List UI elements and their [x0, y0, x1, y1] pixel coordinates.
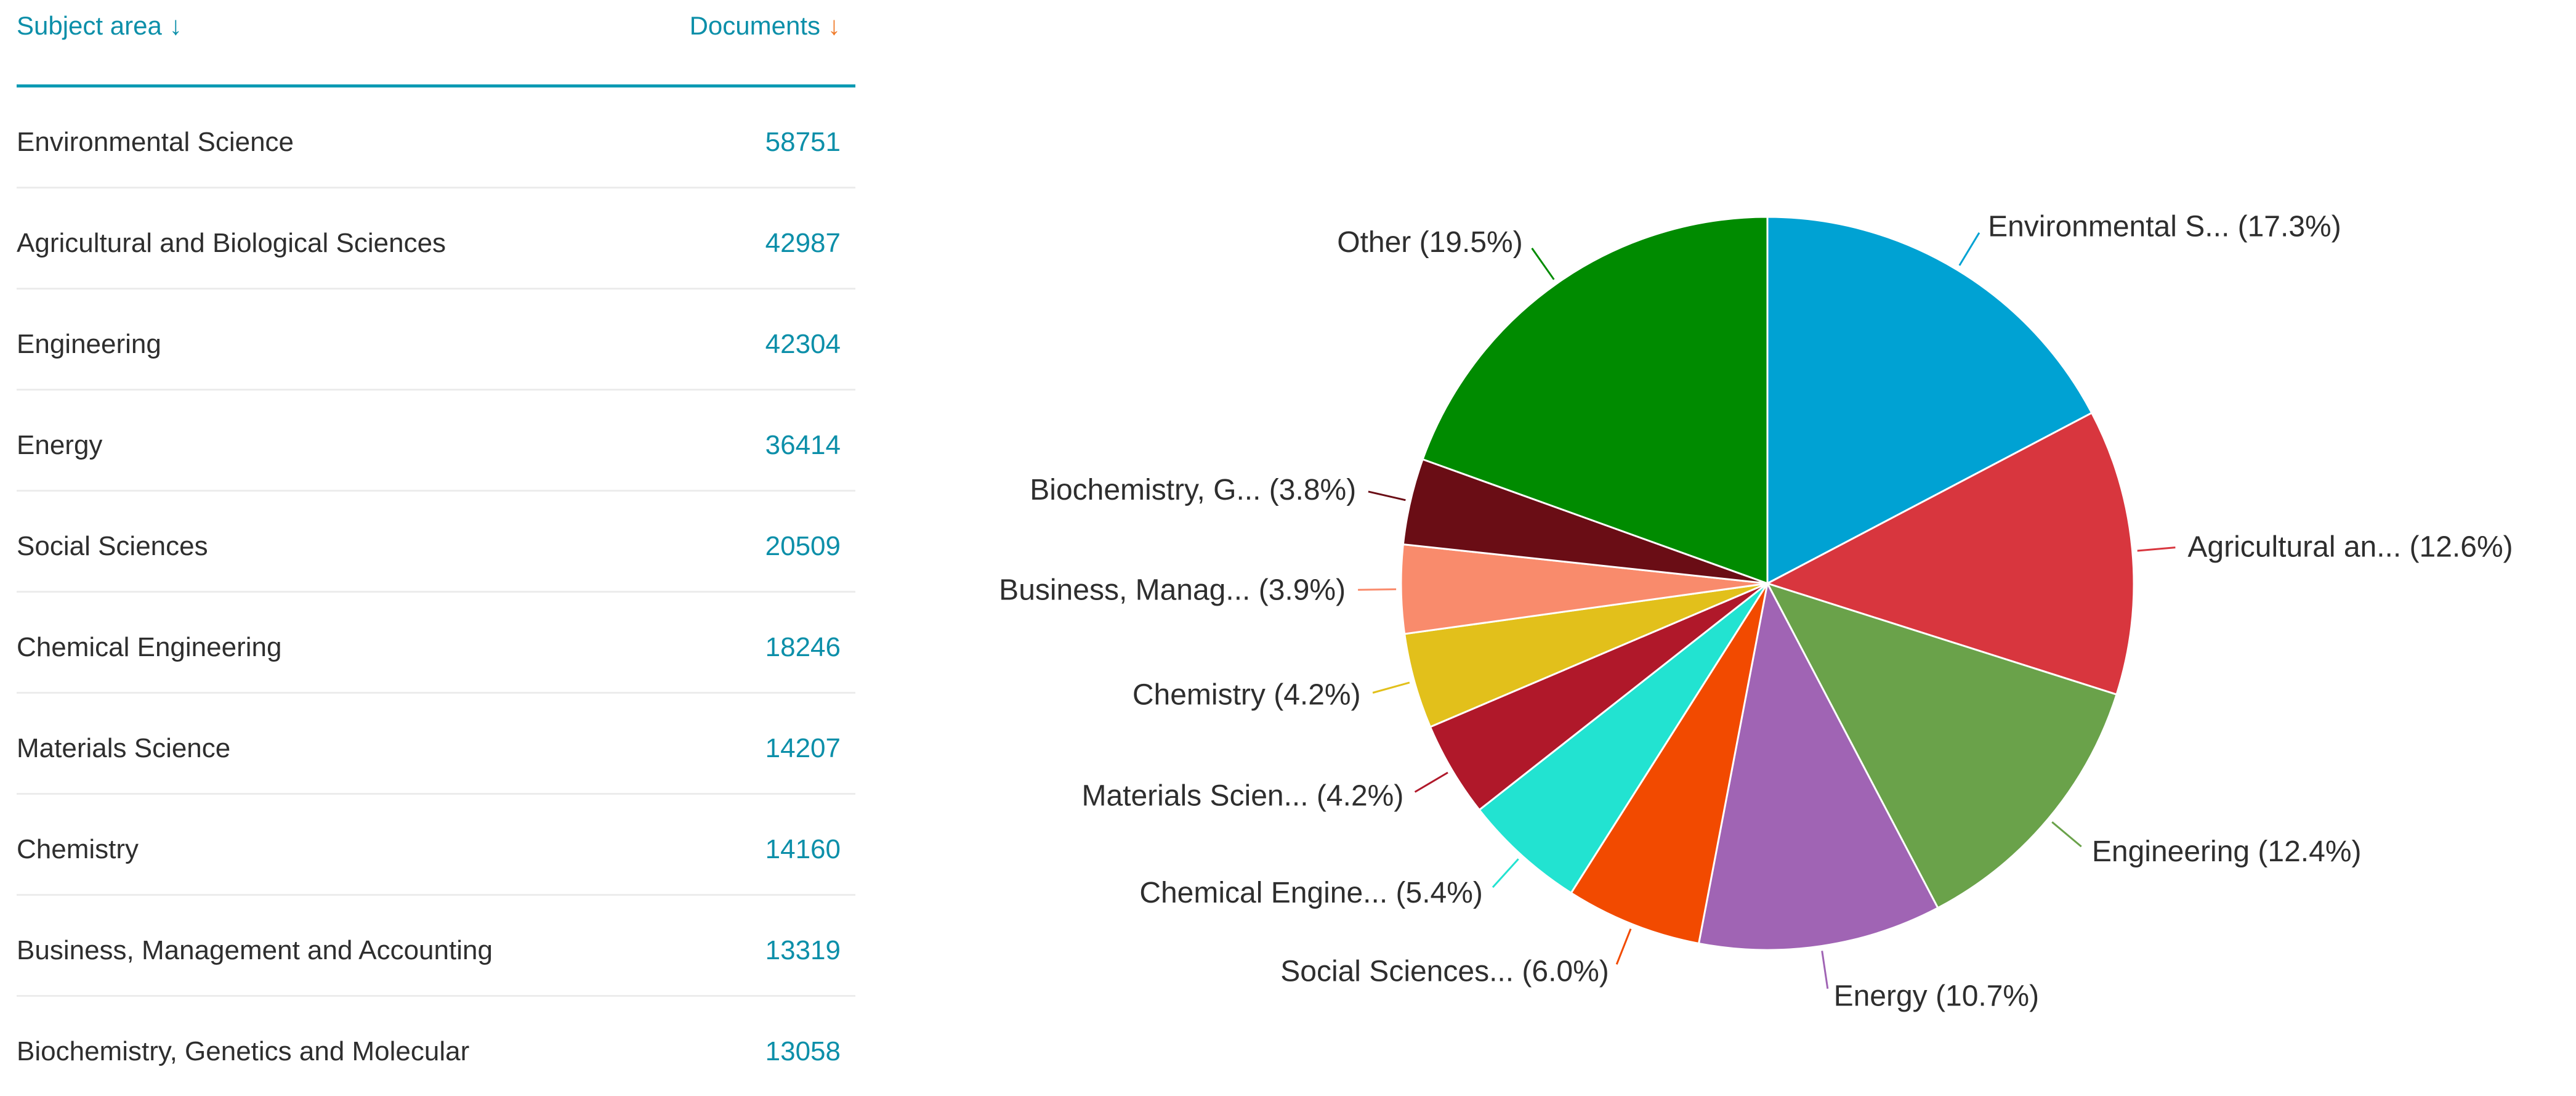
pie-slice-label: Social Sciences... (6.0%): [1280, 956, 1609, 988]
pie-slice-label: Biochemistry, G... (3.8%): [1030, 474, 1356, 506]
pie-leader-line: [1372, 681, 1410, 694]
pie-slice-label: Chemical Engine... (5.4%): [1139, 877, 1483, 909]
pie-leader-line: [1492, 858, 1519, 888]
pie-slice-label: Environmental S... (17.3%): [1988, 211, 2341, 243]
documents-count-link[interactable]: 42987: [765, 228, 841, 258]
table-row: Chemistry 14160: [17, 795, 855, 896]
documents-count-link[interactable]: 13319: [765, 935, 841, 965]
pie-leader-line: [1821, 951, 1829, 989]
documents-count-link[interactable]: 14160: [765, 834, 841, 864]
table-row: Environmental Science 58751: [17, 87, 855, 189]
pie-leader-line: [2137, 546, 2176, 552]
table-row: Social Sciences 20509: [17, 492, 855, 593]
pie-slice[interactable]: [1478, 582, 1769, 895]
subject-cell[interactable]: Chemical Engineering: [17, 632, 282, 662]
subject-cell[interactable]: Biochemistry, Genetics and Molecular: [17, 1036, 470, 1066]
pie-slice[interactable]: [1766, 216, 2093, 585]
subject-area-header[interactable]: Subject area ↓: [17, 11, 182, 41]
table-row: Chemical Engineering 18246: [17, 593, 855, 694]
pie-leader-line: [1414, 771, 1448, 793]
pie-leader-line: [1531, 248, 1555, 280]
documents-count-link[interactable]: 36414: [765, 430, 841, 460]
documents-header[interactable]: Documents ↓: [690, 11, 841, 41]
documents-header-label: Documents: [689, 11, 820, 40]
table-row: Energy 36414: [17, 391, 855, 492]
table-row: Biochemistry, Genetics and Molecular 130…: [17, 997, 855, 1096]
pie-slice[interactable]: [1765, 412, 2135, 696]
table-row: Business, Management and Accounting 1331…: [17, 896, 855, 997]
pie-slice-label: Other (19.5%): [1337, 226, 1522, 259]
documents-count-link[interactable]: 13058: [765, 1036, 841, 1066]
subject-cell[interactable]: Environmental Science: [17, 127, 294, 157]
pie-leader-line: [2051, 821, 2082, 848]
pie-slice-label: Engineering (12.4%): [2092, 835, 2362, 868]
subject-cell[interactable]: Materials Science: [17, 733, 231, 763]
subject-cell[interactable]: Agricultural and Biological Sciences: [17, 228, 446, 258]
pie-leader-line: [1368, 490, 1406, 501]
table-header: Subject area ↓ Documents ↓: [17, 0, 855, 87]
table-row: Agricultural and Biological Sciences 429…: [17, 189, 855, 290]
documents-count-link[interactable]: 14207: [765, 733, 841, 763]
subject-cell[interactable]: Social Sciences: [17, 531, 208, 561]
arrow-down-icon[interactable]: ↓: [169, 11, 182, 40]
subject-cell[interactable]: Energy: [17, 430, 103, 460]
subject-area-pie-chart: Environmental S... (17.3%) Agricultural a…: [999, 211, 2513, 1013]
pie-slice-label: Agricultural an... (12.6%): [2187, 531, 2513, 564]
subject-cell[interactable]: Business, Management and Accounting: [17, 935, 493, 965]
subject-cell[interactable]: Chemistry: [17, 834, 139, 864]
pie-slice-label: Materials Scien... (4.2%): [1081, 780, 1403, 813]
pie-slice[interactable]: [1697, 580, 1939, 951]
subject-area-header-label: Subject area: [17, 11, 162, 40]
documents-count-link[interactable]: 18246: [765, 632, 841, 662]
table-row: Materials Science 14207: [17, 694, 855, 795]
documents-count-link[interactable]: 58751: [765, 127, 841, 157]
subject-cell[interactable]: Engineering: [17, 329, 161, 359]
pie-leader-line: [1615, 928, 1632, 965]
subject-area-table: Subject area ↓ Documents ↓ Environmental S…: [17, 0, 855, 1096]
documents-count-link[interactable]: 42304: [765, 329, 841, 359]
pie-leader-line: [1958, 232, 1980, 266]
pie-slice-label: Business, Manag... (3.9%): [999, 574, 1346, 607]
pie-slice-label: Energy (10.7%): [1834, 980, 2040, 1013]
documents-count-link[interactable]: 20509: [765, 531, 841, 561]
pie-slice[interactable]: [1570, 583, 1769, 945]
pie-slice-label: Chemistry (4.2%): [1133, 679, 1361, 712]
pie-slice[interactable]: [1765, 582, 2118, 909]
arrow-down-icon[interactable]: ↓: [828, 11, 841, 40]
pie-slice[interactable]: [1421, 216, 1769, 585]
table-row: Engineering 42304: [17, 290, 855, 391]
